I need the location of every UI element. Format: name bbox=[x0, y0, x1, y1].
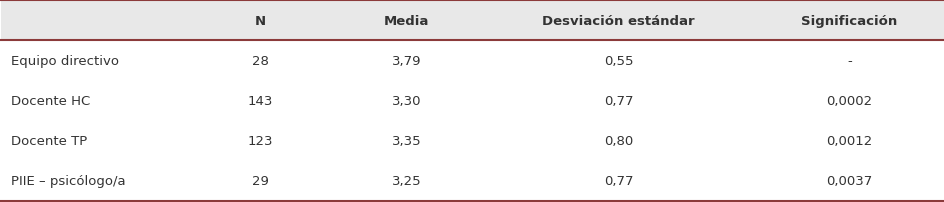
Text: 3,79: 3,79 bbox=[392, 55, 421, 68]
Text: 28: 28 bbox=[252, 55, 269, 68]
Text: 3,30: 3,30 bbox=[392, 95, 421, 107]
Text: Desviación estándar: Desviación estándar bbox=[542, 15, 694, 28]
Text: 0,77: 0,77 bbox=[603, 174, 632, 187]
Text: Docente TP: Docente TP bbox=[10, 134, 87, 147]
Text: 0,0002: 0,0002 bbox=[825, 95, 871, 107]
Text: 3,25: 3,25 bbox=[392, 174, 421, 187]
Text: 0,55: 0,55 bbox=[603, 55, 632, 68]
Text: 29: 29 bbox=[252, 174, 269, 187]
Text: -: - bbox=[846, 55, 851, 68]
Text: 143: 143 bbox=[247, 95, 273, 107]
Text: Docente HC: Docente HC bbox=[10, 95, 90, 107]
Text: N: N bbox=[255, 15, 266, 28]
Text: Media: Media bbox=[383, 15, 429, 28]
FancyBboxPatch shape bbox=[1, 1, 943, 41]
Text: 3,35: 3,35 bbox=[392, 134, 421, 147]
Text: 0,77: 0,77 bbox=[603, 95, 632, 107]
Text: 0,0037: 0,0037 bbox=[825, 174, 871, 187]
Text: Significación: Significación bbox=[801, 15, 897, 28]
Text: 123: 123 bbox=[247, 134, 273, 147]
Text: 0,0012: 0,0012 bbox=[825, 134, 871, 147]
Text: 0,80: 0,80 bbox=[603, 134, 632, 147]
Text: PIIE – psicólogo/a: PIIE – psicólogo/a bbox=[10, 174, 126, 187]
Text: Equipo directivo: Equipo directivo bbox=[10, 55, 119, 68]
